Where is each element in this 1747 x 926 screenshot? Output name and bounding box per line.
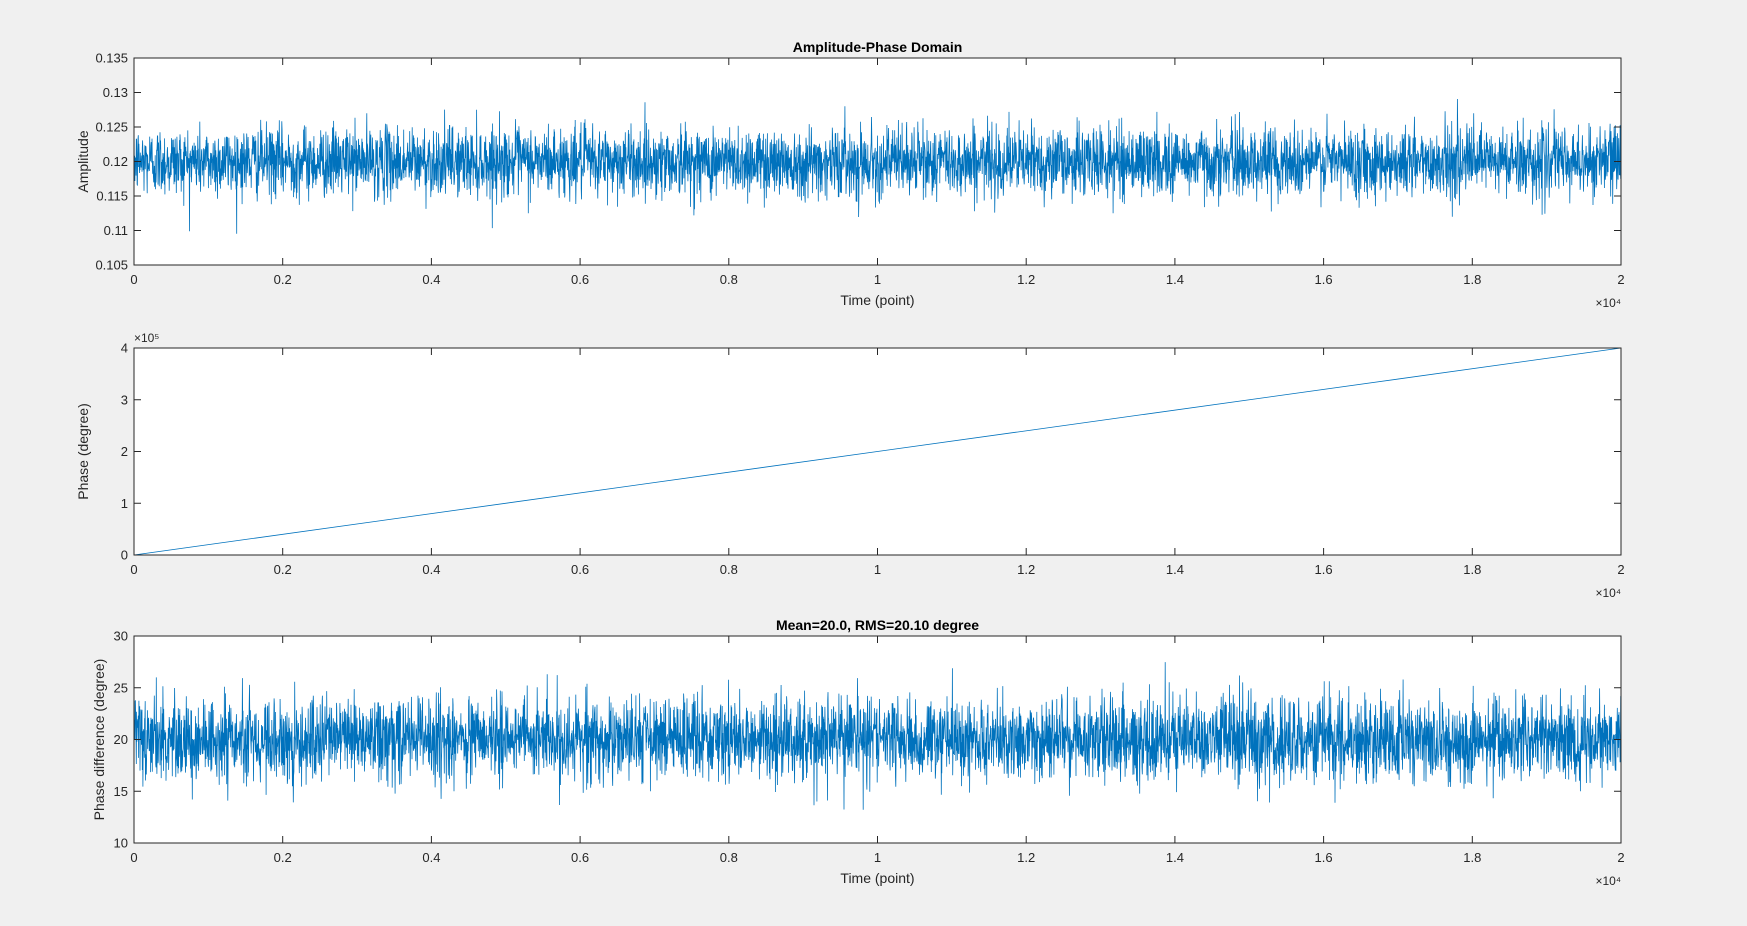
x-exponent-label: ×10⁴ bbox=[1595, 586, 1621, 600]
y-axis-label: Phase (degree) bbox=[75, 403, 91, 500]
y-tick-label: 4 bbox=[121, 341, 128, 356]
y-tick-label: 1 bbox=[121, 496, 128, 511]
x-tick-label: 0.6 bbox=[571, 562, 589, 577]
x-tick-label: 0.4 bbox=[422, 850, 440, 865]
x-tick-label: 0.2 bbox=[274, 850, 292, 865]
x-tick-label: 0.2 bbox=[274, 562, 292, 577]
x-tick-label: 2 bbox=[1617, 272, 1624, 287]
x-tick-label: 0.6 bbox=[571, 850, 589, 865]
series-line-1 bbox=[134, 662, 1621, 810]
series-line-1 bbox=[134, 348, 1621, 555]
x-tick-label: 0.4 bbox=[422, 562, 440, 577]
subplot-3: 0 0.2 0.4 0.6 0.8 1 1.2 1.4 1.6 1.8 2 10 15 20 25 30 Mea… bbox=[91, 617, 1625, 888]
x-axis-label: Time (point) bbox=[840, 870, 914, 886]
y-tick-label: 2 bbox=[121, 444, 128, 459]
x-tick-label: 0.8 bbox=[720, 850, 738, 865]
x-tick-label: 0.6 bbox=[571, 272, 589, 287]
series-line-1 bbox=[134, 98, 1621, 234]
x-tick-label: 1.2 bbox=[1017, 272, 1035, 287]
x-tick-label: 0.8 bbox=[720, 562, 738, 577]
chart-title: Amplitude-Phase Domain bbox=[793, 39, 963, 55]
x-tick-label: 1.8 bbox=[1463, 272, 1481, 287]
y-tick-label: 3 bbox=[121, 392, 128, 407]
x-tick-label: 0.4 bbox=[422, 272, 440, 287]
x-tick-label: 1.8 bbox=[1463, 850, 1481, 865]
x-tick-label: 0 bbox=[130, 850, 137, 865]
x-tick-label: 2 bbox=[1617, 850, 1624, 865]
y-axis-label: Phase difference (degree) bbox=[91, 659, 107, 821]
y-tick-label: 25 bbox=[114, 680, 128, 695]
y-tick-label: 20 bbox=[114, 732, 128, 747]
x-tick-label: 1.4 bbox=[1166, 850, 1184, 865]
x-tick-label: 1.4 bbox=[1166, 562, 1184, 577]
x-tick-label: 2 bbox=[1617, 562, 1624, 577]
x-tick-label: 1.6 bbox=[1315, 272, 1333, 287]
y-tick-label: 30 bbox=[114, 629, 128, 644]
y-tick-label: 0.135 bbox=[95, 51, 128, 66]
y-tick-label: 0.105 bbox=[95, 258, 128, 273]
y-tick-label: 0.11 bbox=[104, 223, 128, 238]
y-tick-label: 0.12 bbox=[103, 154, 128, 169]
x-tick-label: 1 bbox=[874, 850, 881, 865]
x-tick-label: 1.4 bbox=[1166, 272, 1184, 287]
y-tick-label: 15 bbox=[114, 784, 128, 799]
chart-title: Mean=20.0, RMS=20.10 degree bbox=[776, 617, 979, 633]
y-tick-label: 0.125 bbox=[95, 120, 128, 135]
x-tick-label: 1.6 bbox=[1315, 850, 1333, 865]
y-tick-label: 0.115 bbox=[96, 189, 128, 204]
x-tick-label: 1.2 bbox=[1017, 850, 1035, 865]
x-tick-label: 0.2 bbox=[274, 272, 292, 287]
y-tick-label: 0 bbox=[121, 548, 128, 563]
x-axis-label: Time (point) bbox=[840, 292, 914, 308]
y-axis-label: Amplitude bbox=[75, 130, 91, 192]
x-tick-label: 1 bbox=[874, 272, 881, 287]
x-tick-label: 1.6 bbox=[1315, 562, 1333, 577]
x-exponent-label: ×10⁴ bbox=[1595, 296, 1621, 310]
x-tick-label: 1.2 bbox=[1017, 562, 1035, 577]
x-tick-label: 1 bbox=[874, 562, 881, 577]
y-exponent-label: ×10⁵ bbox=[134, 331, 159, 345]
y-tick-label: 10 bbox=[114, 836, 128, 851]
subplot-1: 0 0.2 0.4 0.6 0.8 1 1.2 1.4 1.6 1.8 2 0.105 0.11 0.11… bbox=[75, 39, 1625, 310]
x-tick-label: 0 bbox=[130, 272, 137, 287]
x-tick-label: 1.8 bbox=[1463, 562, 1481, 577]
x-tick-label: 0 bbox=[130, 562, 137, 577]
x-tick-label: 0.8 bbox=[720, 272, 738, 287]
x-exponent-label: ×10⁴ bbox=[1595, 874, 1621, 888]
subplot-2: 0 0.2 0.4 0.6 0.8 1 1.2 1.4 1.6 1.8 2 0 1 2 3 4 Phase (d… bbox=[75, 331, 1625, 600]
y-tick-label: 0.13 bbox=[103, 85, 128, 100]
